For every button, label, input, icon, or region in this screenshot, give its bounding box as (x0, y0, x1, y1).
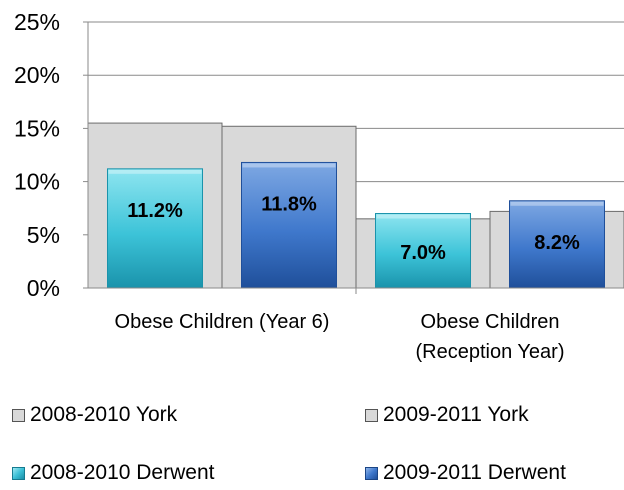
bar-chart: 0% 5% 10% 15% 20% 25% Obese Children (Year 6) O… (14, 9, 624, 363)
derwent-bar-highlight (510, 201, 604, 206)
y-tick-label: 20% (14, 62, 60, 88)
y-tick-label: 5% (27, 222, 60, 248)
legend-swatch-york-2009-2011 (365, 408, 378, 422)
legend-label: 2008-2010 York (30, 403, 178, 426)
legend-swatch-york-2008-2010 (12, 408, 25, 422)
derwent-bar-highlight (376, 214, 470, 219)
x-category-label: (Reception Year) (416, 341, 565, 363)
y-tick-label: 15% (14, 115, 60, 141)
y-tick-label: 10% (14, 169, 60, 195)
legend-label: 2009-2011 Derwent (383, 461, 566, 484)
legend-item-york-2008-2010: 2008-2010 York (12, 403, 177, 427)
data-label: 11.8% (261, 193, 317, 215)
legend-swatch-derwent-2008-2010 (12, 466, 25, 480)
legend-swatch-derwent-2009-2011 (365, 466, 378, 480)
x-category-label: Obese Children (Year 6) (115, 311, 330, 333)
x-category-label: Obese Children (421, 311, 560, 333)
legend-label: 2009-2011 York (383, 403, 529, 426)
legend-label: 2008-2010 Derwent (30, 461, 215, 484)
data-label: 11.2% (127, 200, 183, 222)
y-tick-label: 0% (27, 275, 60, 301)
data-label: 7.0% (400, 242, 446, 264)
data-label: 8.2% (534, 232, 580, 254)
legend-item-york-2009-2011: 2009-2011 York (365, 403, 529, 427)
derwent-bar-highlight (108, 169, 202, 174)
legend-item-derwent-2008-2010: 2008-2010 Derwent (12, 461, 214, 485)
legend-item-derwent-2009-2011: 2009-2011 Derwent (365, 461, 566, 485)
derwent-bar (107, 168, 203, 289)
y-tick-label: 25% (14, 9, 60, 35)
legend: 2008-2010 York 2009-2011 York 2008-2010 … (0, 380, 624, 490)
derwent-bar (241, 161, 337, 289)
derwent-bar-highlight (242, 163, 336, 168)
